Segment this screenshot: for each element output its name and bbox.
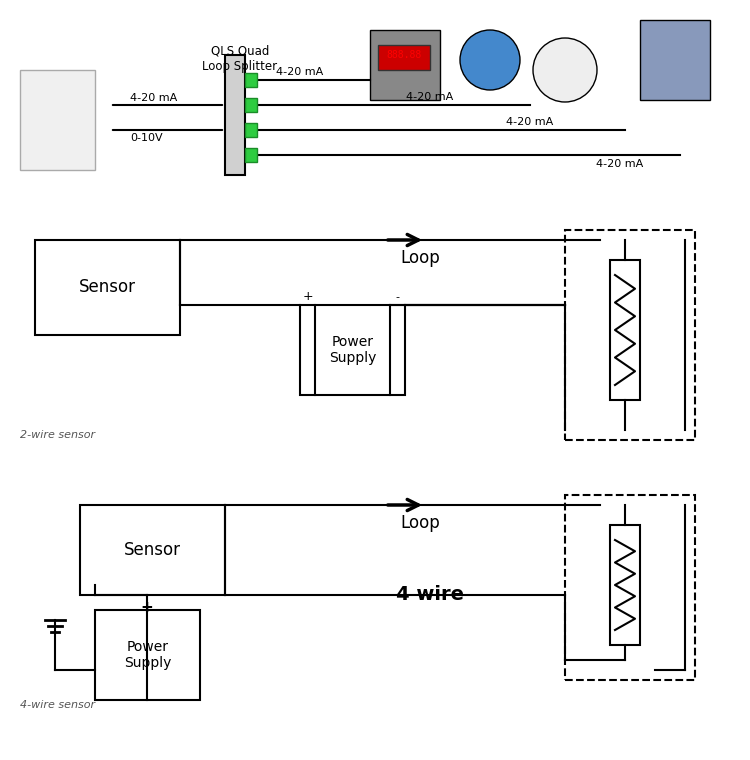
Text: 4-20 mA: 4-20 mA	[506, 117, 554, 127]
Text: Loop: Loop	[400, 514, 439, 532]
Circle shape	[533, 38, 597, 102]
Bar	[300, 305, 405, 395]
Text: +: +	[141, 600, 153, 615]
Bar	[565, 230, 695, 440]
Polygon shape	[245, 98, 257, 112]
Text: 4 wire: 4 wire	[396, 585, 464, 604]
Bar	[378, 45, 430, 70]
Text: Power
Supply: Power Supply	[328, 335, 376, 365]
Polygon shape	[245, 148, 257, 162]
Text: Sensor: Sensor	[124, 541, 181, 559]
Text: QLS Quad
Loop Splitter: QLS Quad Loop Splitter	[202, 45, 278, 73]
Bar	[610, 260, 640, 400]
Text: 4-20 mA: 4-20 mA	[406, 92, 454, 102]
Bar	[640, 20, 710, 100]
Circle shape	[460, 30, 520, 90]
Bar	[610, 525, 640, 645]
Text: 0-10V: 0-10V	[130, 133, 163, 143]
Bar	[565, 495, 695, 680]
Text: 4-wire sensor: 4-wire sensor	[20, 700, 95, 710]
Polygon shape	[245, 73, 257, 87]
Text: 2-wire sensor: 2-wire sensor	[20, 430, 95, 440]
Text: 888.88: 888.88	[386, 50, 422, 60]
Text: -: -	[395, 292, 399, 302]
Bar	[95, 610, 200, 700]
Polygon shape	[245, 123, 257, 137]
Text: Sensor: Sensor	[79, 278, 136, 296]
Text: 4-20 mA: 4-20 mA	[596, 159, 644, 169]
Bar	[370, 30, 440, 100]
Text: Loop: Loop	[400, 249, 439, 267]
Bar	[20, 70, 95, 170]
Text: 4-20 mA: 4-20 mA	[130, 93, 177, 103]
Text: +: +	[303, 290, 313, 303]
Bar	[80, 505, 225, 595]
Text: 4-20 mA: 4-20 mA	[276, 67, 324, 77]
Text: Power
Supply: Power Supply	[124, 640, 171, 670]
Polygon shape	[225, 55, 245, 175]
Bar	[35, 240, 180, 335]
